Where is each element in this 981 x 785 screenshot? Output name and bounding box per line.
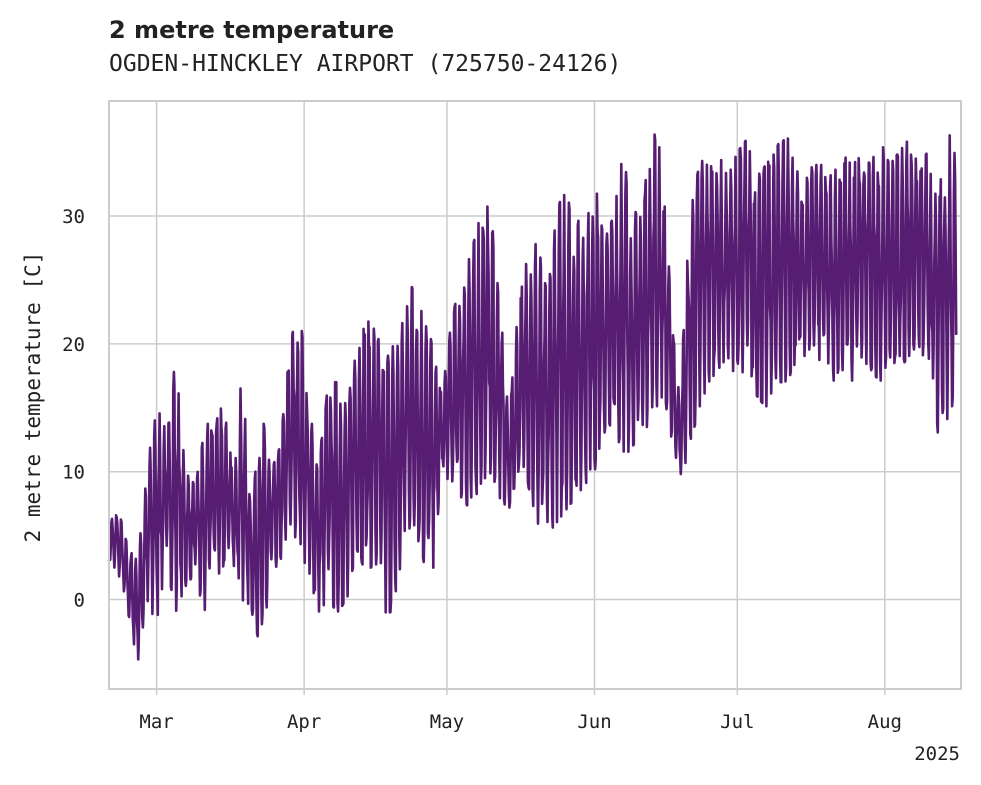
x-tick-label: Apr <box>287 711 321 733</box>
x-tick-label: May <box>430 711 464 733</box>
plot-frame <box>108 100 962 690</box>
temperature-series <box>107 133 958 661</box>
y-axis-ticks: 0 10 20 30 <box>62 206 85 611</box>
x-tick-label: Aug <box>868 711 902 733</box>
x-tick-label: Jun <box>577 711 611 733</box>
y-tick-label: 30 <box>62 206 85 228</box>
x-axis-ticks: Mar Apr May Jun Jul Aug <box>139 689 902 733</box>
chart-title: 2 metre temperature <box>109 16 395 44</box>
x-axis-year-label: 2025 <box>914 743 960 765</box>
x-tick-label: Mar <box>139 711 173 733</box>
temperature-line <box>107 133 958 661</box>
chart-subtitle: OGDEN-HINCKLEY AIRPORT (725750-24126) <box>109 51 622 77</box>
y-tick-label: 10 <box>62 462 85 484</box>
y-tick-label: 20 <box>62 334 85 356</box>
y-tick-label: 0 <box>74 590 85 612</box>
x-tick-label: Jul <box>720 711 754 733</box>
y-axis-label: 2 metre temperature [C] <box>21 252 45 543</box>
